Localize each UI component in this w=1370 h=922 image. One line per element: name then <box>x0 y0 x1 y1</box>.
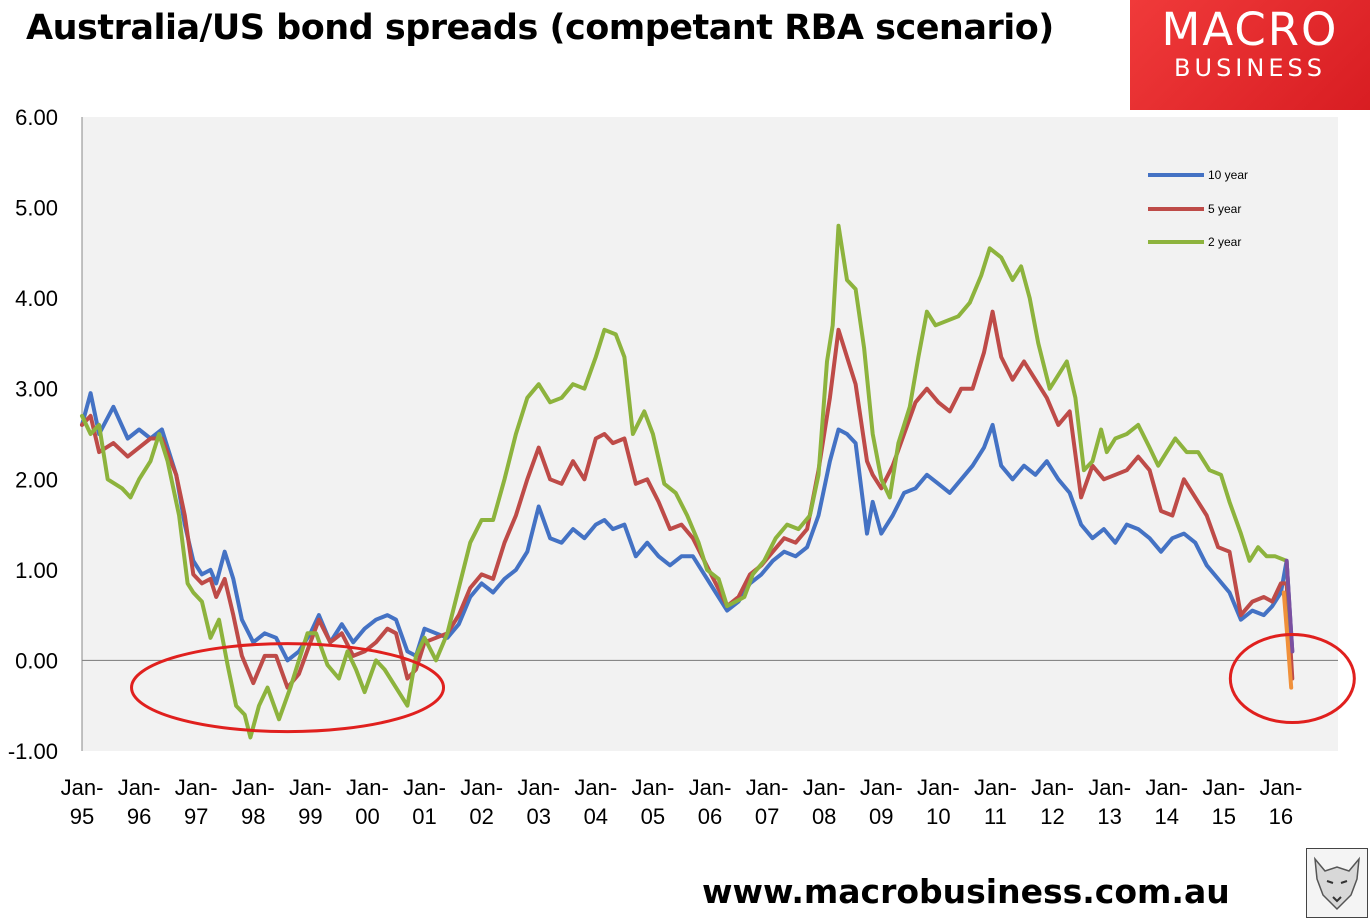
x-tick-label: 05 <box>641 804 665 829</box>
legend-label: 10 year <box>1208 168 1248 182</box>
x-tick-label: Jan- <box>175 775 218 800</box>
x-tick-label: Jan- <box>1088 775 1131 800</box>
x-tick-label: 14 <box>1154 804 1178 829</box>
x-tick-label: 10 <box>926 804 950 829</box>
series-line-5-year <box>80 309 1295 690</box>
x-tick-label: 00 <box>355 804 379 829</box>
y-tick-label: 3.00 <box>15 377 58 402</box>
y-tick-label: -1.00 <box>8 739 58 764</box>
x-tick-label: Jan- <box>460 775 503 800</box>
x-tick-label: Jan- <box>403 775 446 800</box>
footer-url: www.macrobusiness.com.au <box>702 872 1230 911</box>
x-tick-label: 07 <box>755 804 779 829</box>
highlight-ellipse-1998 <box>130 642 446 734</box>
x-tick-label: Jan- <box>1202 775 1245 800</box>
x-tick-label: Jan- <box>346 775 389 800</box>
x-tick-label: Jan- <box>517 775 560 800</box>
x-tick-label: 96 <box>127 804 151 829</box>
x-tick-label: Jan- <box>632 775 675 800</box>
series-line-scenario-3 <box>1284 558 1295 654</box>
x-tick-label: 15 <box>1212 804 1236 829</box>
wolf-logo-icon <box>1306 848 1368 918</box>
x-tick-label: Jan- <box>289 775 332 800</box>
x-tick-label: 11 <box>984 804 1007 829</box>
x-tick-label: 12 <box>1040 804 1064 829</box>
x-tick-label: Jan- <box>1260 775 1303 800</box>
x-tick-label: 09 <box>869 804 893 829</box>
logo-line-1: MACRO <box>1161 3 1339 56</box>
y-tick-label: 4.00 <box>15 286 58 311</box>
y-tick-label: 6.00 <box>15 105 58 130</box>
x-tick-label: 99 <box>298 804 322 829</box>
x-tick-label: Jan- <box>803 775 846 800</box>
x-tick-label: 95 <box>70 804 94 829</box>
macrobusiness-logo: MACRO BUSINESS <box>1130 0 1370 110</box>
x-tick-label: 97 <box>184 804 208 829</box>
x-tick-label: 02 <box>469 804 493 829</box>
logo-line-2: BUSINESS <box>1174 54 1326 82</box>
x-tick-label: 08 <box>812 804 836 829</box>
y-tick-label: 1.00 <box>15 558 58 583</box>
x-tick-label: Jan- <box>689 775 732 800</box>
x-tick-label: Jan- <box>860 775 903 800</box>
x-tick-label: Jan- <box>1031 775 1074 800</box>
legend-label: 2 year <box>1208 235 1241 249</box>
series-line-scenario-4 <box>1281 590 1294 690</box>
legend-label: 5 year <box>1208 202 1241 216</box>
page-title: Australia/US bond spreads (competant RBA… <box>26 8 1054 48</box>
x-tick-label: 06 <box>698 804 722 829</box>
series-line-2-year <box>80 223 1294 740</box>
x-tick-label: Jan- <box>1145 775 1188 800</box>
y-tick-label: 0.00 <box>15 648 58 673</box>
x-tick-label: Jan- <box>574 775 617 800</box>
x-tick-label: 13 <box>1097 804 1121 829</box>
x-tick-label: Jan- <box>232 775 275 800</box>
y-tick-label: 5.00 <box>15 196 58 221</box>
x-tick-label: 04 <box>584 804 608 829</box>
x-tick-label: 03 <box>526 804 550 829</box>
highlight-ellipse-2016 <box>1228 633 1356 725</box>
x-tick-label: Jan- <box>917 775 960 800</box>
x-tick-label: Jan- <box>61 775 104 800</box>
x-tick-label: Jan- <box>974 775 1017 800</box>
x-tick-label: Jan- <box>118 775 161 800</box>
x-tick-label: 98 <box>241 804 265 829</box>
y-tick-label: 2.00 <box>15 467 58 492</box>
series-line-10-year <box>80 391 1295 663</box>
bond-spread-chart: -1.00 0.00 1.00 2.00 3.00 4.00 5.00 6.00 Jan- 95 J… <box>8 105 1356 829</box>
x-tick-label: 01 <box>412 804 436 829</box>
x-tick-label: 16 <box>1269 804 1293 829</box>
x-tick-label: Jan- <box>746 775 789 800</box>
